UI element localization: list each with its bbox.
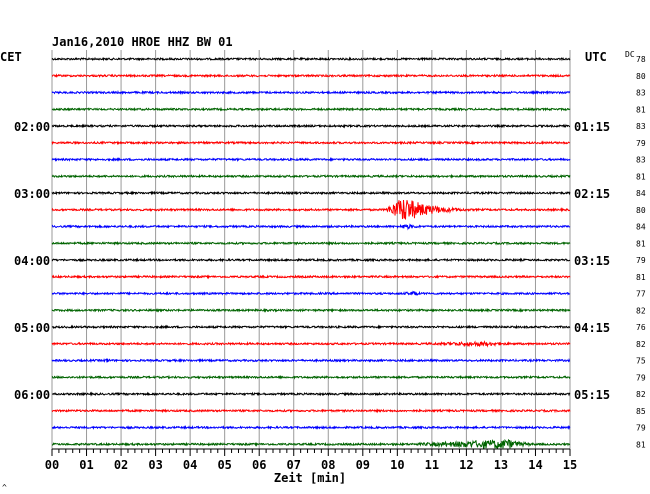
x-tick-label: 05: [217, 458, 231, 472]
left-time-label: 06:00: [14, 388, 50, 402]
grid: [51, 50, 571, 449]
right-time-label: 05:15: [574, 388, 610, 402]
trace-12: [51, 240, 571, 246]
trace-20: [51, 374, 571, 380]
x-tick-label: 10: [390, 458, 404, 472]
trace-3: [51, 90, 571, 96]
trace-23: [51, 424, 571, 431]
dc-value: 81: [636, 239, 646, 248]
dc-value: 77: [636, 290, 646, 299]
trace-11: [51, 223, 571, 231]
x-tick-label: 15: [563, 458, 577, 472]
trace-17: [51, 324, 571, 330]
dc-value: 82: [636, 306, 646, 315]
right-time-label: 02:15: [574, 187, 610, 201]
x-tick-label: 12: [459, 458, 473, 472]
trace-2: [51, 73, 571, 79]
x-tick-label: 02: [114, 458, 128, 472]
x-tick-label: 11: [425, 458, 439, 472]
x-tick-label: 09: [356, 458, 370, 472]
x-tick-label: 07: [287, 458, 301, 472]
dc-value: 84: [636, 189, 646, 198]
dc-value: 80: [636, 72, 646, 81]
dc-value: 84: [636, 223, 646, 232]
x-tick-label: 14: [528, 458, 542, 472]
dc-value: 79: [636, 373, 646, 382]
right-axis-label: UTC: [585, 50, 607, 64]
dc-value: 82: [636, 340, 646, 349]
trace-6: [51, 140, 571, 146]
left-time-label: 03:00: [14, 187, 50, 201]
trace-8: [51, 173, 571, 179]
dc-value: 82: [636, 390, 646, 399]
trace-21: [51, 391, 571, 397]
dc-value: 79: [636, 256, 646, 265]
trace-24: [51, 438, 571, 449]
right-time-label: 04:15: [574, 321, 610, 335]
x-tick-label: 01: [79, 458, 93, 472]
dc-value: 81: [636, 105, 646, 114]
traces: [51, 56, 571, 449]
trace-19: [51, 357, 571, 363]
trace-9: [51, 190, 571, 196]
dc-value: 85: [636, 407, 646, 416]
x-tick-label: 13: [494, 458, 508, 472]
dc-value: 81: [636, 440, 646, 449]
trace-13: [51, 257, 571, 263]
dc-value: 79: [636, 424, 646, 433]
x-tick-label: 00: [45, 458, 59, 472]
trace-10: [51, 200, 571, 220]
dc-value: 80: [636, 206, 646, 215]
trace-16: [51, 307, 571, 313]
left-time-labels: 02:00 03:00 04:00 05:00 06:00: [14, 120, 50, 402]
x-axis-label: Zeit [min]: [274, 471, 346, 485]
left-axis-label: CET: [0, 50, 22, 64]
trace-7: [51, 156, 571, 163]
left-time-label: 05:00: [14, 321, 50, 335]
dc-value: 83: [636, 156, 646, 165]
trace-15: [52, 290, 571, 297]
x-tick-label: 04: [183, 458, 197, 472]
left-time-label: 04:00: [14, 254, 50, 268]
dc-value: 79: [636, 139, 646, 148]
dc-value: 76: [636, 323, 646, 332]
dc-value: 83: [636, 122, 646, 131]
dc-value: 83: [636, 89, 646, 98]
corner-mark: ^: [2, 483, 7, 492]
dc-value: 75: [636, 357, 646, 366]
right-time-label: 01:15: [574, 120, 610, 134]
x-tick-label: 03: [148, 458, 162, 472]
dc-values: 78 80 83 81 83 79 83 81 84 80 84 81 79 81 77 82 76 82 75 79…: [636, 55, 646, 449]
dc-value: 81: [636, 273, 646, 282]
trace-4: [51, 106, 571, 112]
trace-22: [51, 408, 571, 414]
chart-title: Jan16,2010 HROE HHZ BW 01: [52, 35, 233, 49]
trace-14: [51, 274, 571, 280]
x-axis: 00 01 02 03 04 05 06 07 08 09 10 11 12 13 14 15: [45, 448, 577, 472]
trace-18: [51, 340, 571, 348]
right-time-label: 03:15: [574, 254, 610, 268]
trace-5: [51, 123, 571, 129]
x-tick-label: 06: [252, 458, 266, 472]
dc-value: 78: [636, 55, 646, 64]
dc-value: 81: [636, 172, 646, 181]
dc-label: DC: [625, 50, 635, 59]
trace-1: [51, 56, 571, 62]
right-time-labels: 01:15 02:15 03:15 04:15 05:15: [574, 120, 610, 402]
left-time-label: 02:00: [14, 120, 50, 134]
x-tick-label: 08: [321, 458, 335, 472]
